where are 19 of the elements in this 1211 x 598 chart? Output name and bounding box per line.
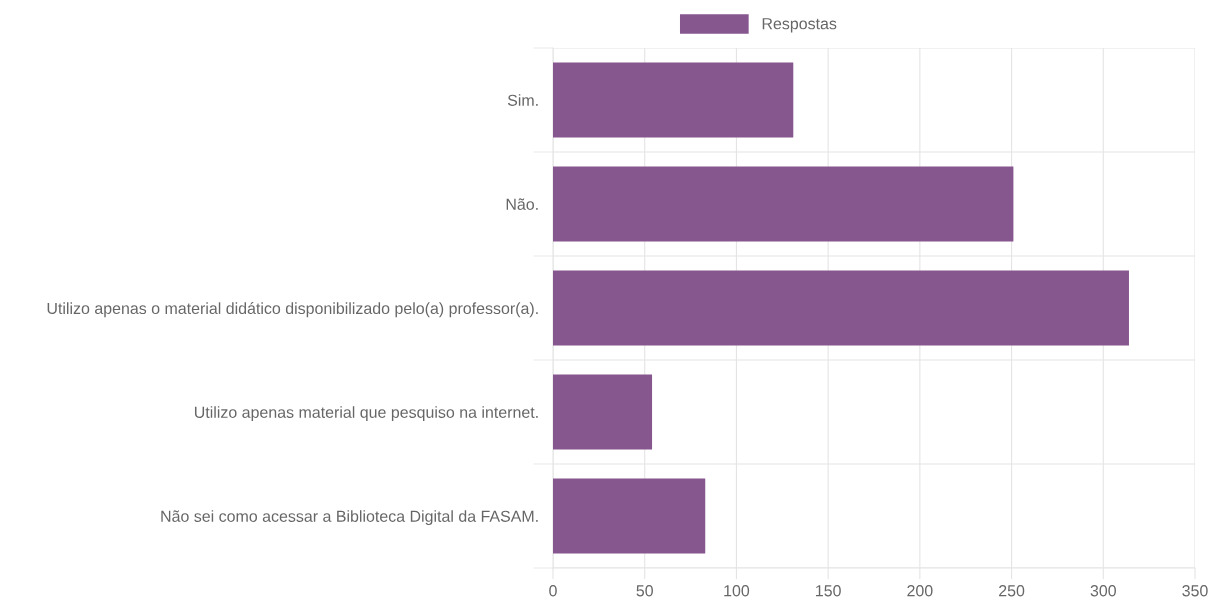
bar [553,374,653,450]
y-tick-label: Não. [506,198,538,210]
x-tick-label: 0 [549,585,557,597]
x-tick-label: 250 [999,585,1025,597]
x-tick-label: 150 [816,585,841,597]
bar [553,270,1129,346]
bar [553,166,1014,242]
y-tick-label: Utilizo apenas material que pesquiso na internet. [194,406,538,422]
x-tick-label: 350 [1182,585,1208,597]
bar [553,478,706,554]
x-tick-label: 50 [636,585,653,597]
legend-label: Respostas [762,18,837,33]
y-tick-label: Utilizo apenas o material didático disponibilizado pelo(a) professor(a). [47,302,538,318]
y-tick-label: Sim. [507,94,538,106]
x-tick-label: 100 [724,585,750,597]
bar [553,62,794,138]
x-tick-label: 300 [1090,585,1116,597]
x-tick-label: 200 [907,585,933,597]
y-tick-label: Não sei como acessar a Biblioteca Digital da FASAM. [161,510,538,526]
